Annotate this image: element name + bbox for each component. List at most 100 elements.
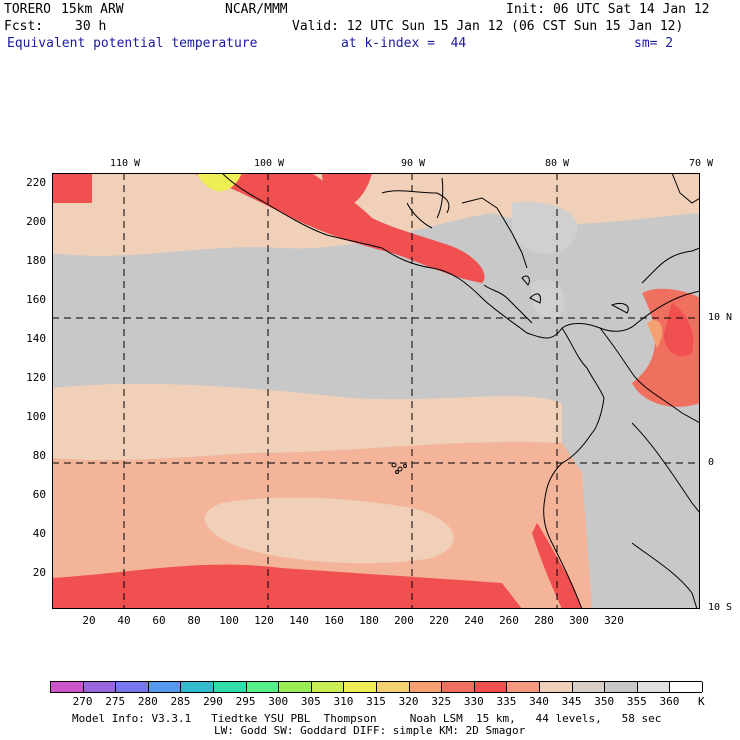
lon-label-110w: 110 W bbox=[109, 158, 141, 169]
model-resolution: 15km ARW bbox=[61, 2, 124, 17]
colorbar-unit: K bbox=[698, 695, 705, 708]
model-name: TORERO bbox=[4, 2, 51, 17]
x-tick-260: 260 bbox=[499, 614, 519, 627]
colorbar-level-label: 300 bbox=[268, 695, 289, 708]
model-info-line1: Model Info: V3.3.1 Tiedtke YSU PBL Thomp… bbox=[72, 712, 662, 725]
y-tick-200: 200 bbox=[26, 215, 46, 228]
x-tick-60: 60 bbox=[152, 614, 166, 627]
field-patch-colombia-orange bbox=[647, 320, 663, 348]
colorbar-swatch bbox=[83, 682, 117, 692]
colorbar-level-label: 280 bbox=[137, 695, 158, 708]
coastlines bbox=[221, 173, 700, 609]
colorbar-level-label: 345 bbox=[561, 695, 582, 708]
x-tick-140: 140 bbox=[289, 614, 309, 627]
colorbar-level-label: 305 bbox=[300, 695, 321, 708]
model-center: NCAR/MMM bbox=[225, 2, 288, 17]
colorbar-swatch bbox=[507, 682, 540, 692]
field-land-panama bbox=[531, 279, 565, 319]
colorbar-swatch bbox=[605, 682, 638, 692]
y-tick-160: 160 bbox=[26, 293, 46, 306]
x-tick-180: 180 bbox=[359, 614, 379, 627]
lat-label-10s: 10 S bbox=[708, 602, 733, 613]
colorbar-swatch bbox=[409, 682, 443, 692]
colorbar-swatch bbox=[670, 682, 703, 692]
colorbar-swatch bbox=[572, 682, 606, 692]
valid-time: Valid: 12 UTC Sun 15 Jan 12 (06 CST Sun … bbox=[292, 19, 684, 34]
x-tick-200: 200 bbox=[394, 614, 414, 627]
field-band-middle bbox=[52, 383, 562, 461]
galapagos-islands bbox=[391, 462, 407, 474]
x-tick-280: 280 bbox=[534, 614, 554, 627]
colorbar-swatch bbox=[442, 682, 475, 692]
colorbar-level-label: 325 bbox=[431, 695, 452, 708]
y-tick-100: 100 bbox=[26, 410, 46, 423]
x-tick-240: 240 bbox=[464, 614, 484, 627]
forecast-label: Fcst: bbox=[4, 19, 44, 34]
colorbar-swatch bbox=[148, 682, 182, 692]
x-tick-40: 40 bbox=[117, 614, 131, 627]
colorbar-swatch bbox=[246, 682, 280, 692]
lon-label-80w: 80 W bbox=[544, 158, 570, 169]
colorbar-level-label: 340 bbox=[529, 695, 549, 708]
colorbar-swatch bbox=[279, 682, 312, 692]
colorbar-level-label: 275 bbox=[105, 695, 126, 708]
y-tick-180: 180 bbox=[26, 254, 46, 267]
x-tick-220: 220 bbox=[429, 614, 449, 627]
map-frame bbox=[52, 173, 700, 609]
colorbar-level-label: 330 bbox=[463, 695, 484, 708]
y-tick-220: 220 bbox=[26, 176, 46, 189]
colorbar-level-label: 315 bbox=[366, 695, 386, 708]
lat-label-0: 0 bbox=[708, 457, 715, 468]
colorbar-level-label: 310 bbox=[333, 695, 354, 708]
colorbar-level-label: 335 bbox=[496, 695, 517, 708]
colorbar-level-label: 350 bbox=[594, 695, 615, 708]
init-time: Init: 06 UTC Sat 14 Jan 12 bbox=[506, 2, 710, 17]
colorbar-swatch bbox=[474, 682, 508, 692]
field-band-south-red bbox=[52, 564, 522, 609]
colorbar-level-label: 270 bbox=[72, 695, 93, 708]
colorbar-swatch bbox=[377, 682, 410, 692]
lon-label-90w: 90 W bbox=[400, 158, 426, 169]
field-patch-northwest bbox=[52, 173, 92, 203]
y-tick-120: 120 bbox=[26, 371, 46, 384]
x-tick-160: 160 bbox=[324, 614, 344, 627]
colorbar-level-label: 290 bbox=[203, 695, 223, 708]
colorbar-swatch bbox=[637, 682, 671, 692]
colorbar-swatch bbox=[181, 682, 214, 692]
x-tick-120: 120 bbox=[254, 614, 274, 627]
model-info-line2: LW: Godd SW: Goddard DIFF: simple KM: 2D… bbox=[214, 724, 526, 737]
colorbar-swatch bbox=[344, 682, 377, 692]
field-coast-mexico bbox=[192, 173, 485, 283]
lat-label-10n: 10 N bbox=[708, 312, 733, 323]
latlon-grid bbox=[52, 173, 700, 609]
field-max-yellow bbox=[197, 173, 242, 192]
level-info: at k-index = 44 bbox=[341, 36, 467, 51]
y-tick-60: 60 bbox=[32, 488, 46, 501]
colorbar-swatch bbox=[214, 682, 247, 692]
lon-label-70w: 70 W bbox=[688, 158, 714, 169]
field-band-north bbox=[52, 173, 700, 256]
y-tick-20: 20 bbox=[32, 566, 46, 579]
colorbar-level-label: 320 bbox=[398, 695, 419, 708]
colorbar-level-label: 295 bbox=[235, 695, 256, 708]
x-tick-80: 80 bbox=[187, 614, 201, 627]
colorbar-swatch bbox=[116, 682, 149, 692]
theta-e-map bbox=[52, 173, 700, 609]
forecast-hour: 30 h bbox=[75, 19, 107, 34]
x-tick-100: 100 bbox=[219, 614, 239, 627]
field-coast-peru bbox=[532, 523, 582, 609]
lon-label-100w: 100 W bbox=[253, 158, 285, 169]
y-tick-40: 40 bbox=[32, 527, 46, 540]
field-title: Equivalent potential temperature bbox=[7, 36, 258, 51]
colorbar-level-label: 285 bbox=[170, 695, 191, 708]
field-land-caribbean bbox=[512, 202, 578, 254]
field-patch-south bbox=[204, 497, 454, 564]
field-patch-gulf bbox=[322, 173, 372, 206]
smoothing-info: sm= 2 bbox=[634, 36, 674, 51]
x-tick-20: 20 bbox=[82, 614, 96, 627]
field-patch-colombia-red bbox=[663, 303, 694, 357]
colorbar-level-label: 360 bbox=[659, 695, 680, 708]
colorbar-swatch bbox=[311, 682, 345, 692]
x-tick-320: 320 bbox=[604, 614, 624, 627]
x-tick-300: 300 bbox=[569, 614, 589, 627]
